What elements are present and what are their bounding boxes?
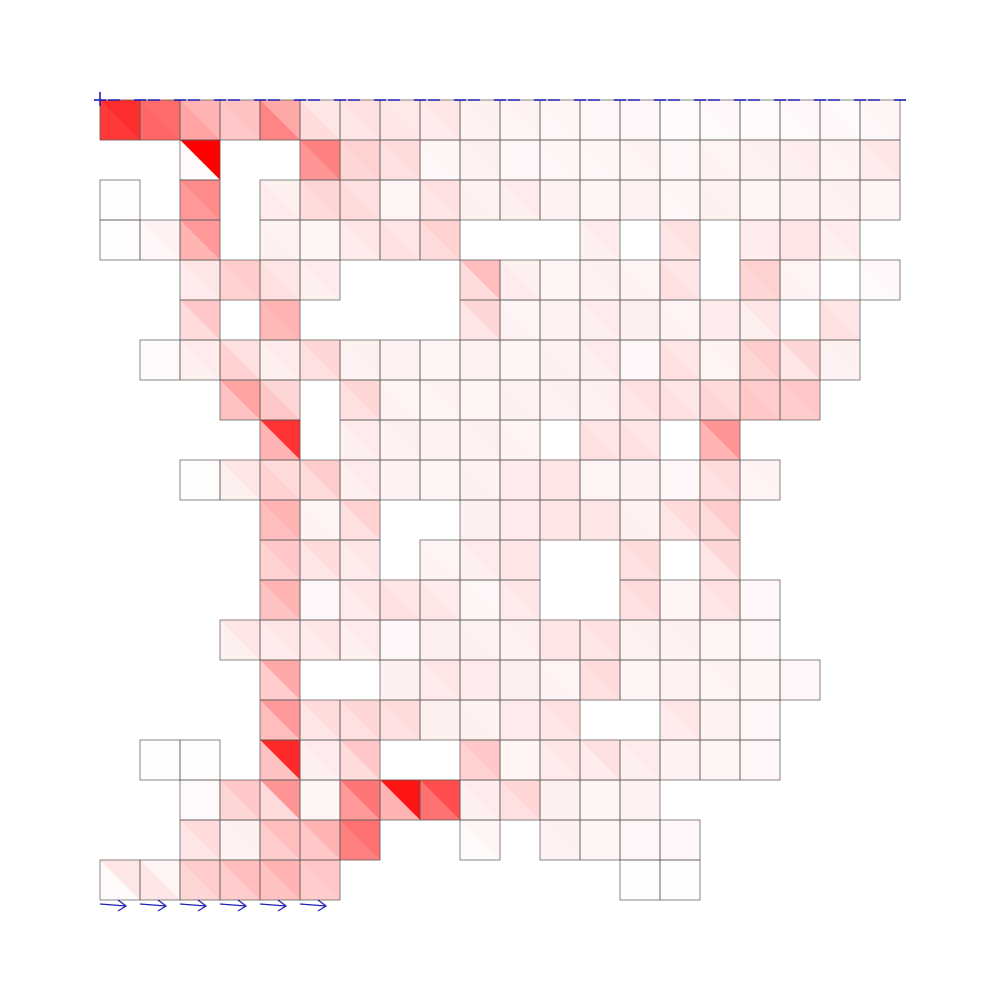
element-outline	[779, 659, 821, 701]
load-arrow	[299, 899, 328, 912]
load-arrow-shaft	[219, 903, 247, 907]
load-arrow-head	[237, 899, 248, 912]
element-outline	[739, 739, 781, 781]
load-arrow-head	[317, 899, 328, 912]
mesh-elements	[99, 99, 901, 901]
load-arrow	[99, 899, 128, 912]
element-outline	[459, 819, 501, 861]
mesh-edges	[99, 99, 901, 901]
load-arrow	[179, 899, 208, 912]
load-arrow-shaft	[299, 903, 327, 907]
element-outline	[339, 819, 381, 861]
load-arrow-shaft	[99, 903, 127, 907]
load-arrow-head	[157, 899, 168, 912]
element-outline	[819, 339, 861, 381]
load-arrow	[139, 899, 168, 912]
element-outline	[299, 859, 341, 901]
element-outline	[819, 219, 861, 261]
element-outline	[419, 219, 461, 261]
load-arrows	[99, 899, 328, 912]
fixed-supports	[94, 92, 908, 106]
load-arrow-shaft	[259, 903, 287, 907]
element-outline	[739, 459, 781, 501]
element-outline	[859, 179, 901, 221]
load-arrow-shaft	[179, 903, 207, 907]
load-arrow-shaft	[139, 903, 167, 907]
element-outline	[299, 259, 341, 301]
element-outline	[779, 379, 821, 421]
load-arrow-head	[197, 899, 208, 912]
load-arrow	[219, 899, 248, 912]
load-arrow-head	[117, 899, 128, 912]
element-outline	[659, 859, 701, 901]
element-outline	[779, 259, 821, 301]
load-arrow	[259, 899, 288, 912]
element-outline	[859, 259, 901, 301]
load-arrow-head	[277, 899, 288, 912]
